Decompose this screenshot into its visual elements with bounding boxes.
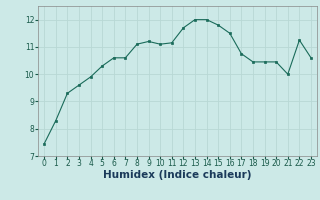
X-axis label: Humidex (Indice chaleur): Humidex (Indice chaleur): [103, 170, 252, 180]
